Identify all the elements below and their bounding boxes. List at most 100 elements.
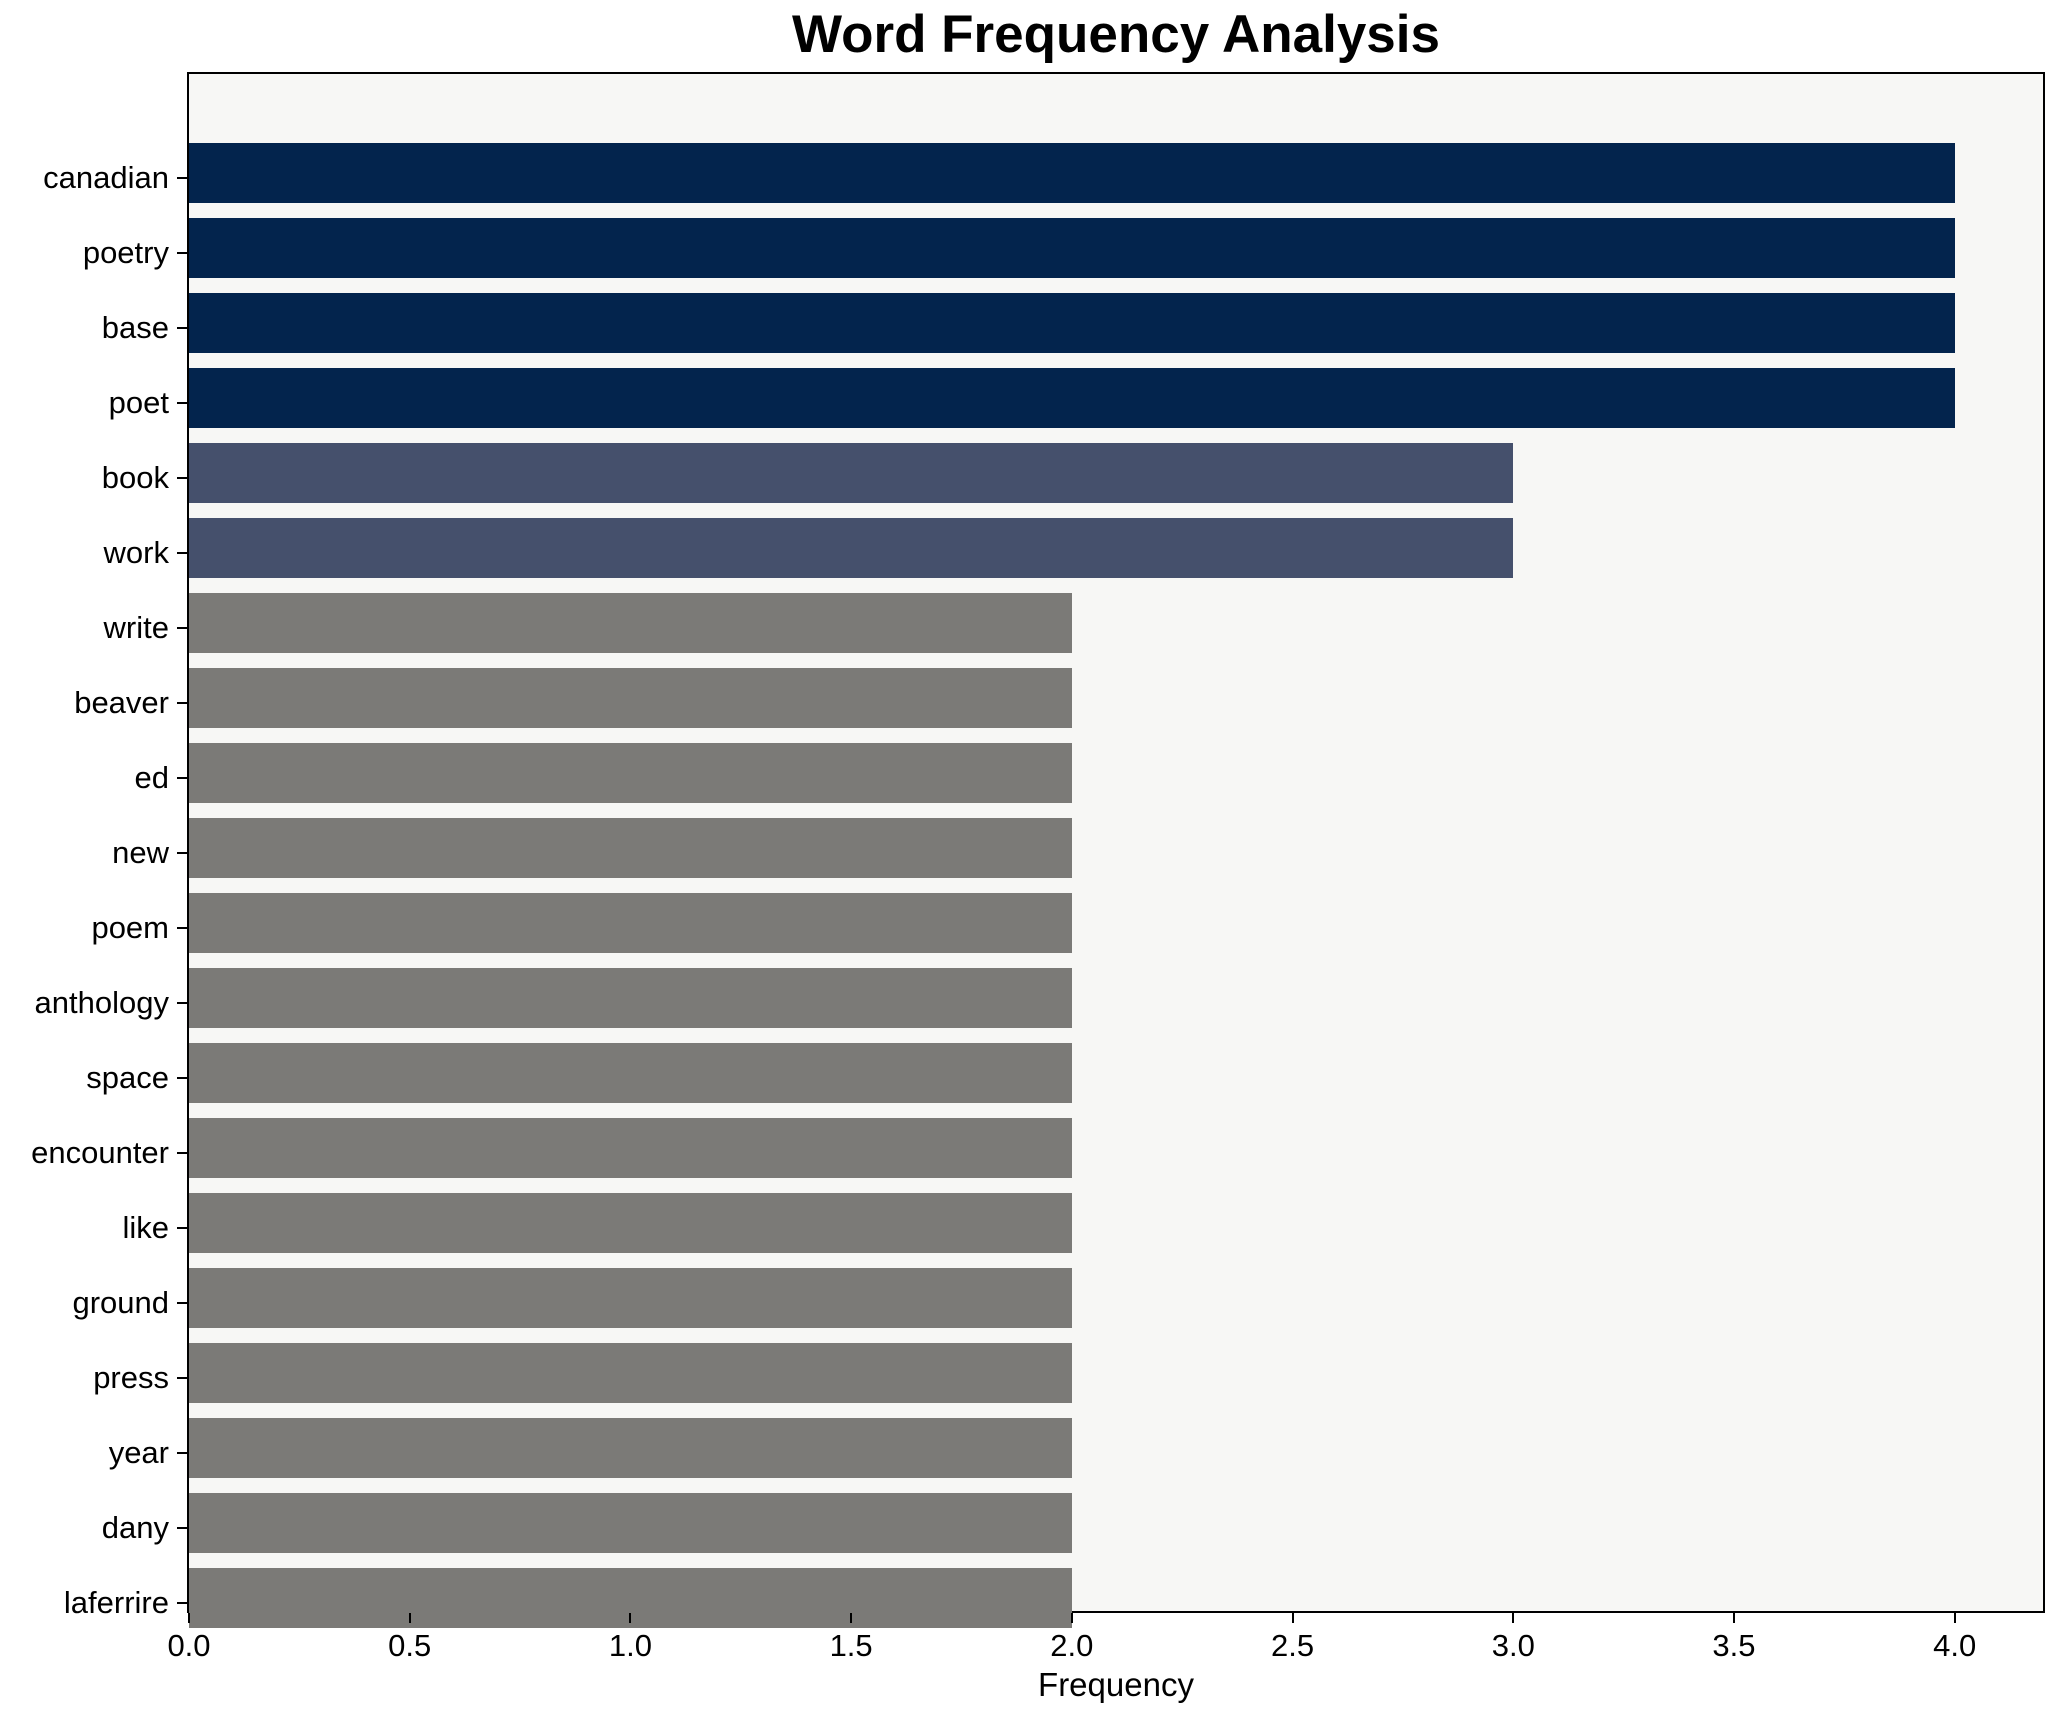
y-tick-mark: [177, 1002, 187, 1004]
frequency-bar: [189, 1118, 1072, 1178]
y-tick-mark: [177, 627, 187, 629]
x-tick-mark: [1732, 1613, 1735, 1623]
category-label: encounter: [31, 1135, 169, 1170]
bar-row: space: [86, 1043, 2043, 1113]
frequency-bar: [189, 593, 1072, 653]
frequency-bar: [189, 218, 1955, 278]
category-label: like: [122, 1210, 169, 1245]
bar-row: like: [122, 1193, 2043, 1263]
bar-row: beaver: [74, 668, 2043, 738]
x-tick-mark: [629, 1613, 632, 1623]
y-tick-mark: [177, 927, 187, 929]
category-label: new: [112, 835, 169, 870]
frequency-bar: [189, 1418, 1072, 1478]
x-tick-label: 1.0: [608, 1628, 652, 1663]
x-tick-label: 3.5: [1712, 1628, 1756, 1663]
bar-row: laferrire: [64, 1568, 2043, 1638]
y-tick-mark: [177, 702, 187, 704]
x-axis-label: Frequency: [1038, 1666, 1194, 1703]
x-tick-mark: [1953, 1613, 1956, 1623]
category-label: ed: [134, 760, 169, 795]
frequency-bar: [189, 668, 1072, 728]
bar-row: new: [112, 818, 2043, 888]
y-tick-mark: [177, 327, 187, 329]
frequency-bar: [189, 1193, 1072, 1253]
x-tick-mark: [1291, 1613, 1294, 1623]
frequency-bar: [189, 1493, 1072, 1553]
frequency-bar: [189, 893, 1072, 953]
x-tick-label: 0.5: [388, 1628, 432, 1663]
bar-row: press: [93, 1343, 2043, 1413]
bar-row: year: [109, 1418, 2043, 1488]
frequency-bar: [189, 443, 1514, 503]
category-label: base: [101, 310, 169, 345]
category-label: press: [93, 1360, 169, 1395]
x-tick-label: 4.0: [1933, 1628, 1977, 1663]
frequency-bar: [189, 143, 1955, 203]
y-tick-mark: [177, 1377, 187, 1379]
frequency-bar: [189, 1268, 1072, 1328]
y-tick-mark: [177, 777, 187, 779]
category-label: ground: [72, 1285, 169, 1320]
bars-container: canadian poetry base poet book work write beave…: [31, 74, 2043, 1628]
bar-row: ground: [72, 1268, 2043, 1338]
category-label: dany: [101, 1510, 169, 1545]
bar-row: encounter: [31, 1118, 2043, 1188]
category-label: year: [108, 1435, 169, 1470]
bar-row: book: [102, 443, 2043, 513]
category-label: beaver: [74, 685, 169, 720]
y-tick-mark: [177, 1302, 187, 1304]
category-label: work: [103, 535, 169, 570]
y-tick-mark: [177, 477, 187, 479]
frequency-bar: [189, 818, 1072, 878]
category-label: space: [86, 1060, 169, 1095]
x-tick-label: 0.0: [167, 1628, 211, 1663]
x-tick-mark: [408, 1613, 411, 1623]
y-tick-mark: [177, 1077, 187, 1079]
y-tick-mark: [177, 1527, 187, 1529]
bar-row: ed: [135, 743, 2043, 813]
frequency-bar: [189, 1043, 1072, 1103]
frequency-bar: [189, 293, 1955, 353]
bar-row: base: [102, 293, 2043, 363]
category-label: anthology: [34, 985, 169, 1020]
category-label: poet: [108, 385, 169, 420]
y-tick-mark: [177, 1227, 187, 1229]
y-tick-mark: [177, 252, 187, 254]
frequency-bar: [189, 743, 1072, 803]
bar-row: canadian: [43, 143, 2043, 213]
category-label: poetry: [82, 235, 169, 270]
bar-row: poet: [109, 368, 2043, 438]
x-tick-label: 1.5: [829, 1628, 873, 1663]
y-tick-mark: [177, 1152, 187, 1154]
bar-row: work: [104, 518, 2043, 588]
frequency-bar: [189, 368, 1955, 428]
bar-row: poetry: [83, 218, 2043, 288]
x-tick-mark: [188, 1613, 190, 1623]
category-label: poem: [91, 910, 169, 945]
x-tick-mark: [850, 1613, 853, 1623]
bar-row: anthology: [35, 968, 2043, 1038]
frequency-bar: [189, 1343, 1072, 1403]
category-label: book: [101, 460, 169, 495]
frequency-bar: [189, 518, 1514, 578]
frequency-bar: [189, 968, 1072, 1028]
y-tick-mark: [177, 1452, 187, 1454]
x-tick-mark: [1070, 1613, 1073, 1623]
category-label: canadian: [43, 160, 169, 195]
bar-row: dany: [102, 1493, 2043, 1563]
bar-row: write: [104, 593, 2043, 663]
y-tick-mark: [177, 177, 187, 179]
category-label: laferrire: [63, 1585, 169, 1620]
category-label: write: [103, 610, 169, 645]
y-tick-mark: [177, 852, 187, 854]
y-tick-mark: [177, 552, 187, 554]
x-tick-label: 3.0: [1491, 1628, 1535, 1663]
x-tick-label: 2.0: [1050, 1628, 1094, 1663]
chart-title: Word Frequency Analysis: [792, 5, 1440, 64]
plot-area: canadian poetry base poet book work write beave…: [31, 72, 2045, 1663]
y-tick-mark: [177, 1602, 187, 1604]
x-tick-label: 2.5: [1271, 1628, 1315, 1663]
x-tick-mark: [1512, 1613, 1515, 1623]
